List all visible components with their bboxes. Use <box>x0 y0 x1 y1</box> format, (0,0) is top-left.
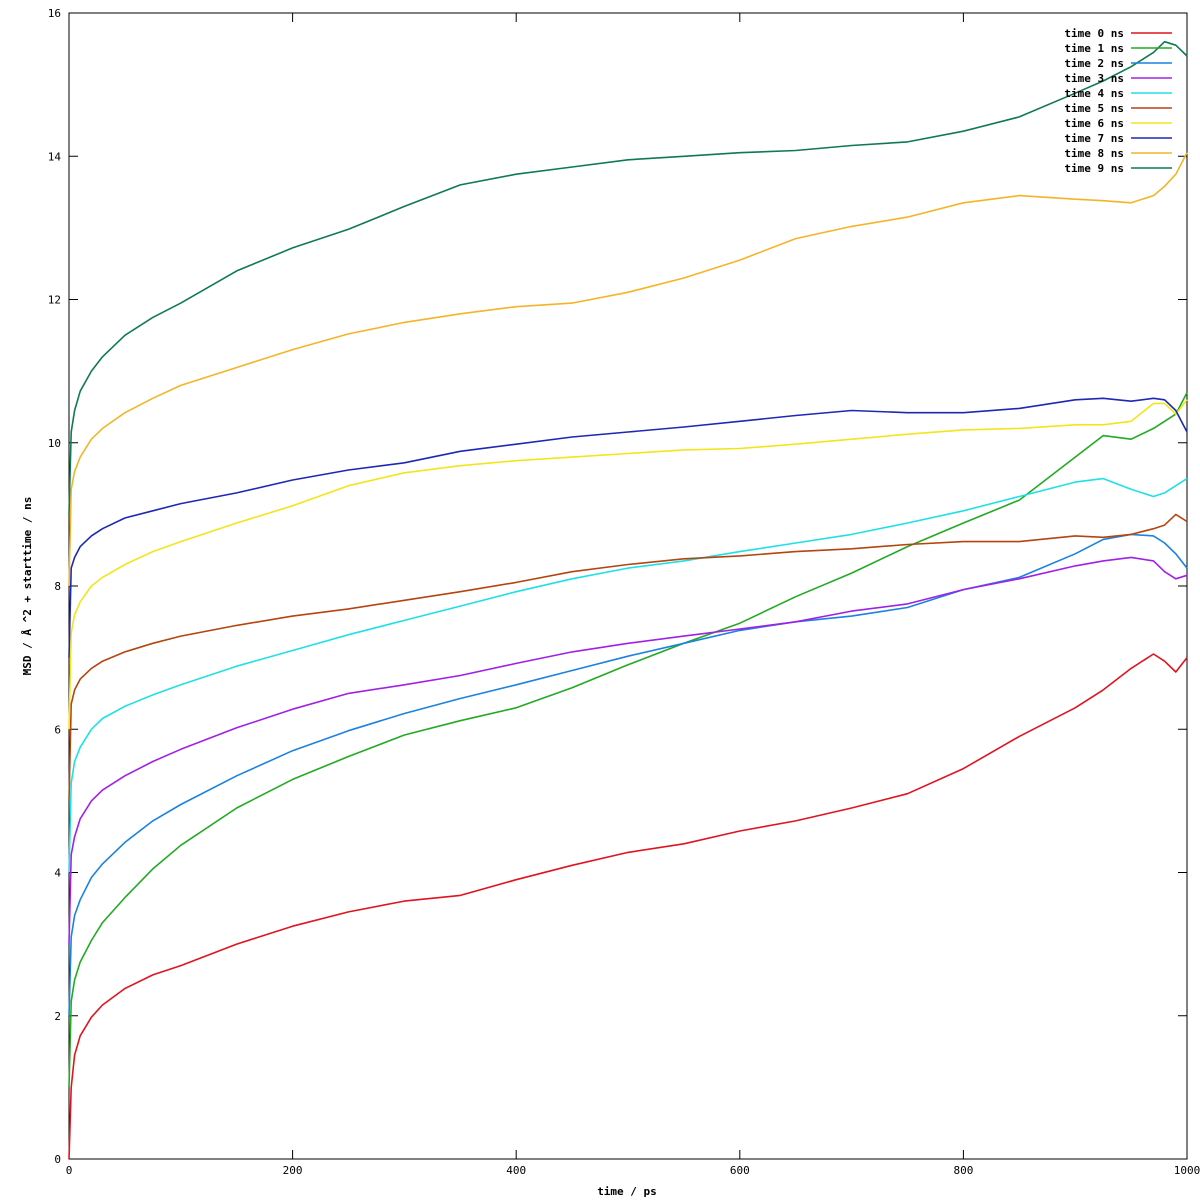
x-axis-label: time / ps <box>597 1185 657 1198</box>
series-line <box>68 399 1188 730</box>
legend-label: time 1 ns <box>1064 42 1124 55</box>
x-tick-label: 800 <box>953 1164 973 1177</box>
series-line <box>68 477 1188 873</box>
legend-label: time 0 ns <box>1064 27 1124 40</box>
y-tick-label: 2 <box>54 1010 61 1023</box>
legend-label: time 9 ns <box>1064 162 1124 175</box>
legend-label: time 8 ns <box>1064 147 1124 160</box>
legend: time 0 ns time 1 ns time 2 ns time 3 ns time… <box>1064 27 1172 175</box>
legend-label: time 2 ns <box>1064 57 1124 70</box>
axes: 0 200 400 600 800 1000 0 2 4 6 8 10 12 14 16 <box>48 7 1200 1177</box>
series-lines <box>68 40 1188 1160</box>
y-tick-label: 16 <box>48 7 61 20</box>
series-line <box>68 397 1188 658</box>
y-tick-label: 14 <box>48 150 62 163</box>
x-tick-label: 400 <box>506 1164 526 1177</box>
y-axis-label: MSD / Å ^2 + starttime / ns <box>21 497 34 676</box>
legend-label: time 4 ns <box>1064 87 1124 100</box>
legend-label: time 3 ns <box>1064 72 1124 85</box>
series-line <box>68 40 1188 515</box>
legend-label: time 5 ns <box>1064 102 1124 115</box>
y-tick-label: 12 <box>48 294 61 307</box>
legend-label: time 7 ns <box>1064 132 1124 145</box>
series-line <box>68 392 1188 1088</box>
y-tick-label: 10 <box>48 437 61 450</box>
y-tick-label: 8 <box>54 580 61 593</box>
series-line <box>68 152 1188 587</box>
series-line <box>68 513 1188 801</box>
x-tick-label: 600 <box>730 1164 750 1177</box>
y-tick-label: 6 <box>54 723 61 736</box>
x-tick-label: 0 <box>66 1164 73 1177</box>
x-tick-label: 200 <box>283 1164 303 1177</box>
x-tick-label: 1000 <box>1174 1164 1200 1177</box>
legend-label: time 6 ns <box>1064 117 1124 130</box>
series-line <box>68 556 1188 945</box>
series-line <box>68 533 1188 1016</box>
y-tick-label: 4 <box>54 867 61 880</box>
series-line <box>68 653 1188 1160</box>
y-tick-label: 0 <box>54 1153 61 1166</box>
plot-frame <box>68 12 1188 1160</box>
